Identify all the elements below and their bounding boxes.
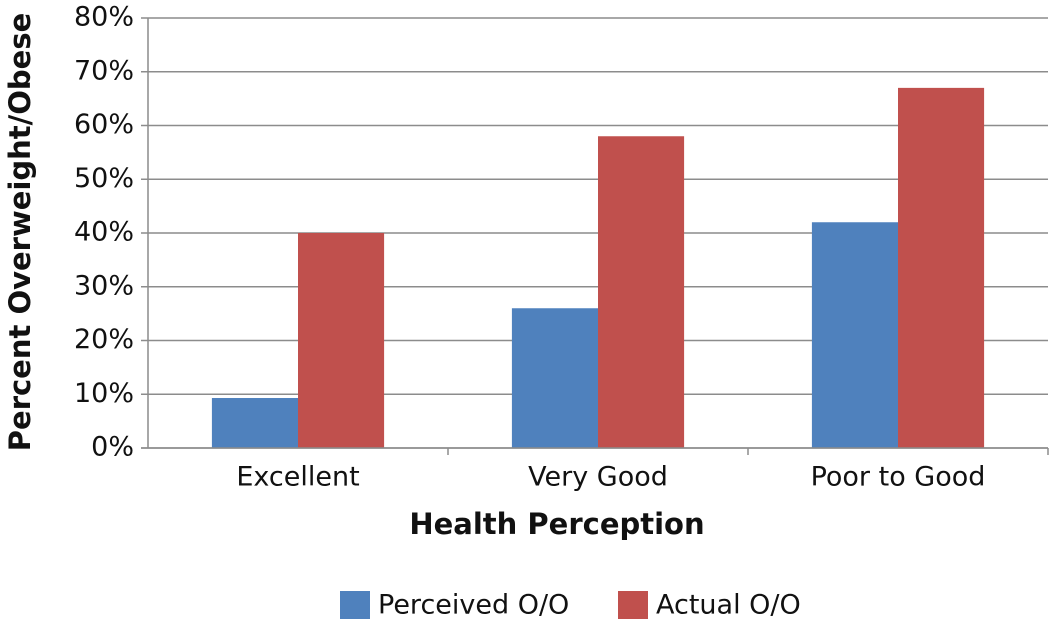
y-tick-label: 0% bbox=[91, 432, 134, 463]
bar bbox=[211, 398, 298, 448]
x-tick-label: Excellent bbox=[236, 462, 359, 493]
bar bbox=[598, 136, 685, 448]
bar bbox=[511, 308, 598, 448]
y-tick-label: 60% bbox=[74, 109, 134, 140]
bar bbox=[811, 222, 898, 448]
y-tick-label: 80% bbox=[74, 2, 134, 33]
legend-label: Actual O/O bbox=[656, 590, 801, 621]
y-tick-label: 30% bbox=[74, 270, 134, 301]
y-tick-label: 20% bbox=[74, 324, 134, 355]
legend-swatch bbox=[618, 591, 648, 619]
x-tick-label: Very Good bbox=[528, 462, 668, 493]
y-axis-title: Percent Overweight/Obese bbox=[3, 13, 37, 451]
y-tick-label: 40% bbox=[74, 217, 134, 248]
x-axis-title: Health Perception bbox=[409, 507, 704, 541]
x-tick-label: Poor to Good bbox=[811, 462, 986, 493]
y-tick-label: 10% bbox=[74, 378, 134, 409]
legend-swatch bbox=[340, 591, 370, 619]
y-tick-label: 70% bbox=[74, 55, 134, 86]
bar bbox=[298, 233, 385, 448]
y-tick-label: 50% bbox=[74, 163, 134, 194]
bar bbox=[898, 87, 985, 448]
legend-label: Perceived O/O bbox=[378, 590, 569, 621]
